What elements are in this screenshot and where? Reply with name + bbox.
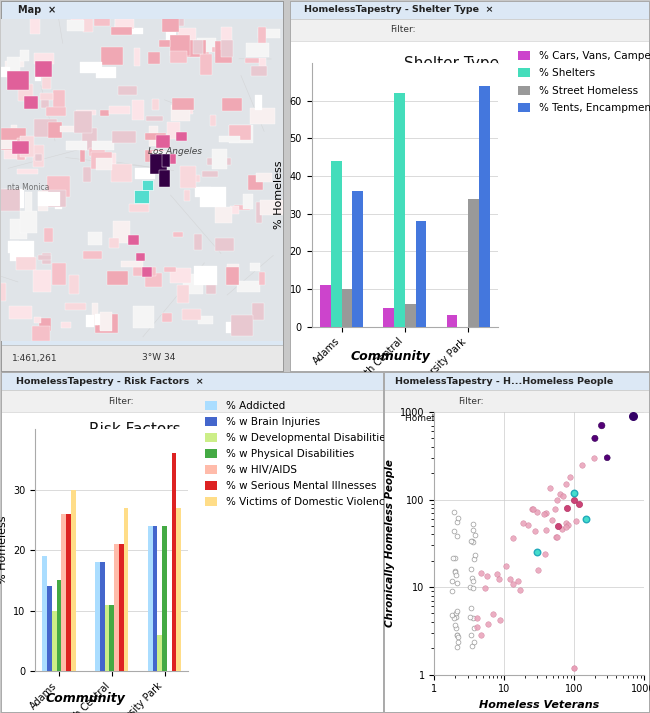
Text: Filter:: Filter: — [108, 396, 133, 406]
Text: 1:461,261: 1:461,261 — [12, 354, 58, 362]
Legend: % Cars, Vans, Campers, % Shelters, % Street Homeless, % Tents, Encampments: % Cars, Vans, Campers, % Shelters, % Str… — [518, 51, 650, 113]
Text: HomelessTapestry - H...Homeless People: HomelessTapestry - H...Homeless People — [395, 376, 613, 386]
Legend: % Addicted, % w Brain Injuries, % w Developmental Disabilities, % w Physical Dis: % Addicted, % w Brain Injuries, % w Deve… — [205, 401, 391, 507]
Bar — [384, 372, 649, 390]
Text: Shelter Type: Shelter Type — [404, 56, 499, 71]
Text: Homeless Veterans, Chronically Homeless People: Homeless Veterans, Chronically Homeless … — [405, 414, 628, 423]
Text: Community: Community — [350, 349, 430, 363]
Bar — [1, 372, 383, 390]
Text: 3°W 34: 3°W 34 — [142, 354, 176, 362]
Text: Risk Factors: Risk Factors — [89, 422, 181, 437]
Text: Map  ×: Map × — [18, 5, 56, 15]
Bar — [1, 1, 283, 19]
Bar — [290, 1, 649, 19]
Text: HomelessTapestry - Shelter Type  ×: HomelessTapestry - Shelter Type × — [304, 6, 494, 14]
Text: Filter:: Filter: — [391, 26, 416, 34]
Bar — [1, 345, 283, 371]
Bar — [1, 390, 383, 412]
Bar — [384, 390, 649, 412]
Text: Filter:: Filter: — [458, 396, 484, 406]
Text: Community: Community — [45, 692, 125, 705]
Bar — [290, 19, 649, 41]
Text: HomelessTapestry - Risk Factors  ×: HomelessTapestry - Risk Factors × — [16, 376, 204, 386]
